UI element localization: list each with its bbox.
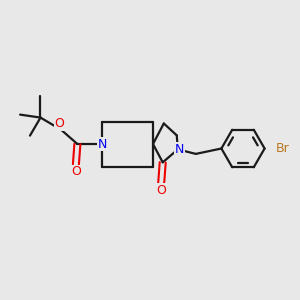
Text: N: N: [175, 143, 184, 156]
Text: Br: Br: [275, 142, 289, 155]
Text: O: O: [71, 165, 81, 178]
Text: O: O: [156, 184, 166, 197]
Text: O: O: [55, 117, 64, 130]
Text: N: N: [97, 137, 107, 151]
